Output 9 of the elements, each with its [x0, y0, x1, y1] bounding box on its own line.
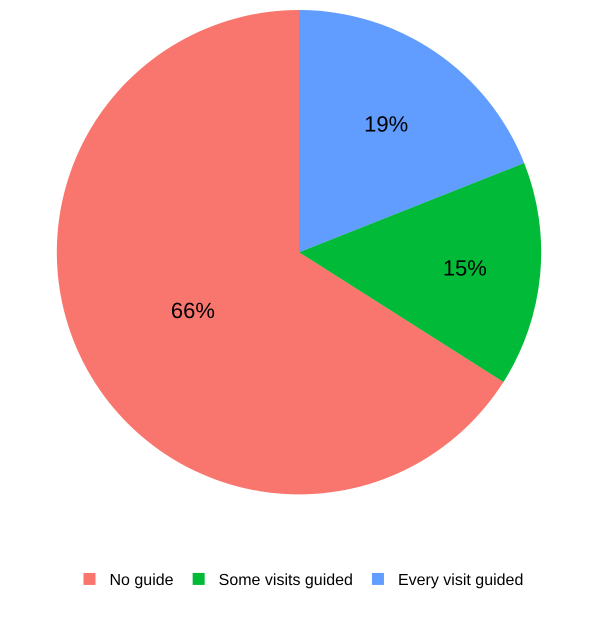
pie-slice	[299, 163, 542, 382]
data-label: 15%	[442, 255, 487, 280]
data-label: 66%	[170, 298, 215, 324]
legend-label: No guide	[110, 572, 174, 590]
legend-label: Some visits guided	[218, 572, 353, 590]
legend-label: Every visit guided	[398, 572, 524, 590]
pie-slice	[56, 10, 504, 494]
data-label: 19%	[364, 111, 408, 136]
pie-slice	[299, 10, 524, 252]
